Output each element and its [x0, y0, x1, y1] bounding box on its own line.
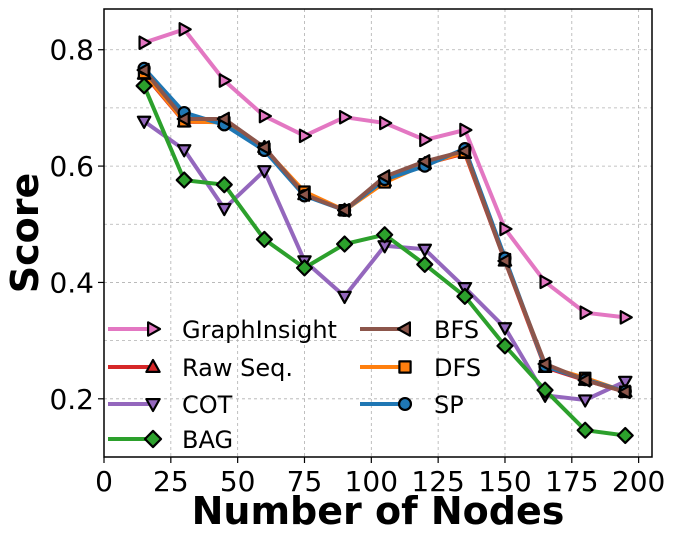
plot-frame — [103, 8, 653, 458]
series-markers — [135, 22, 634, 445]
legend-label-graphinsight: GraphInsight — [182, 316, 337, 344]
y-tick-label: 0.8 — [49, 34, 94, 67]
point-bag — [175, 171, 193, 189]
legend-marker-bfs — [396, 321, 411, 337]
series-line-bag — [142, 83, 628, 438]
point-bfs — [617, 384, 631, 400]
x-tick-label: 200 — [612, 465, 665, 498]
x-axis-title: Number of Nodes — [192, 489, 565, 533]
point-bfs — [457, 143, 471, 159]
x-tick-label: 175 — [545, 465, 598, 498]
legend-marker-raw-seq — [145, 358, 161, 373]
point-graphinsight — [338, 109, 353, 125]
point-bag — [496, 337, 514, 355]
point-bfs — [256, 140, 271, 155]
legend-marker-dfs — [398, 360, 412, 374]
grid — [103, 9, 652, 457]
point-graphinsight — [218, 73, 232, 88]
point-bfs — [417, 154, 431, 169]
legend-label-sp: SP — [434, 391, 464, 419]
point-bfs — [377, 169, 391, 184]
point-bag — [255, 230, 273, 248]
legend-label-bfs: BFS — [434, 316, 479, 344]
point-bag — [416, 255, 434, 273]
point-bfs — [216, 111, 230, 127]
y-tick-label: 0.2 — [49, 383, 94, 416]
point-graphinsight — [298, 128, 313, 144]
legend-label-cot: COT — [182, 391, 233, 419]
x-tick-label: 0 — [95, 465, 113, 498]
point-bag — [215, 176, 233, 194]
point-cot — [337, 290, 352, 305]
point-graphinsight — [258, 108, 272, 124]
x-tick-label: 125 — [411, 465, 464, 498]
point-bag — [376, 226, 394, 244]
point-bfs — [336, 203, 351, 218]
point-bfs — [497, 253, 511, 269]
y-tick-label: 0.4 — [49, 266, 94, 299]
point-graphinsight — [379, 115, 393, 131]
point-bag — [135, 77, 153, 95]
legend-label-bag: BAG — [182, 426, 233, 454]
point-bfs — [577, 372, 591, 388]
point-graphinsight — [579, 305, 593, 320]
point-bfs — [176, 111, 190, 127]
x-tick-label: 50 — [220, 465, 256, 498]
y-tick-label: 0.6 — [49, 150, 94, 183]
point-graphinsight — [459, 122, 473, 138]
legend-marker-bag — [143, 429, 163, 449]
point-bfs — [537, 356, 551, 372]
x-tick-label: 150 — [478, 465, 531, 498]
point-graphinsight — [619, 310, 633, 325]
point-cot — [417, 243, 433, 257]
x-tick-label: 75 — [287, 465, 323, 498]
legend-label-raw-seq: Raw Seq. — [182, 354, 293, 382]
legend-marker-cot — [145, 398, 161, 413]
point-bfs — [136, 62, 150, 78]
legend: GraphInsight Raw Seq. COT BAG BFS DFS SP — [108, 316, 481, 454]
legend-label-dfs: DFS — [434, 354, 481, 382]
point-cot — [577, 394, 593, 408]
axis-ticks: 0 25 50 75 100 125 150 175 200 0.2 0.4 0.6 0.8 — [49, 34, 665, 498]
point-cot — [617, 375, 633, 389]
point-bag — [456, 287, 474, 305]
point-bfs — [296, 187, 311, 202]
point-cot — [497, 322, 513, 336]
legend-marker-graphinsight — [147, 321, 162, 337]
point-cot — [217, 202, 232, 217]
point-graphinsight — [178, 22, 192, 37]
point-bag — [295, 259, 314, 277]
point-cot — [176, 144, 192, 158]
x-tick-label: 25 — [153, 465, 189, 498]
point-bag — [536, 381, 554, 399]
point-graphinsight — [499, 221, 513, 237]
point-bag — [576, 421, 594, 439]
point-graphinsight — [539, 274, 553, 290]
point-bag — [616, 426, 634, 445]
point-bag — [336, 235, 354, 253]
point-cot — [136, 115, 152, 129]
point-graphinsight — [419, 132, 433, 148]
y-axis-title: Score — [3, 173, 47, 294]
legend-marker-sp — [397, 396, 413, 412]
x-tick-label: 100 — [345, 465, 398, 498]
point-cot — [257, 165, 272, 179]
point-graphinsight — [138, 35, 152, 51]
